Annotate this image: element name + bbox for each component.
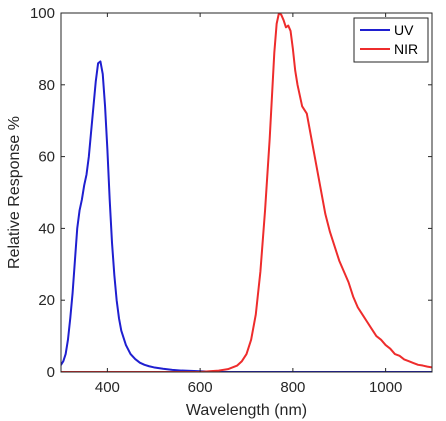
x-axis-label: Wavelength (nm) (186, 402, 307, 419)
plot-frame (60, 12, 433, 373)
legend-box (353, 17, 429, 63)
y-tick-label: 80 (38, 77, 55, 94)
legend: UV NIR (353, 17, 429, 63)
y-tick-label: 20 (38, 292, 55, 309)
x-tick-label: 800 (280, 379, 305, 396)
y-tick-label: 0 (47, 364, 55, 381)
x-tick-label: 1000 (369, 379, 402, 396)
y-tick-label: 100 (30, 5, 55, 22)
legend-label-uv: UV (394, 22, 414, 38)
x-tick-label: 400 (95, 379, 120, 396)
x-tick-label: 600 (188, 379, 213, 396)
y-axis-label: Relative Response % (6, 116, 23, 269)
series-line-nir (61, 13, 432, 372)
legend-label-nir: NIR (394, 41, 418, 57)
y-tick-label: 60 (38, 149, 55, 166)
y-tick-label: 40 (38, 220, 55, 237)
axis-ticks: 400 600 800 1000 0 20 40 60 80 100 (30, 5, 432, 396)
